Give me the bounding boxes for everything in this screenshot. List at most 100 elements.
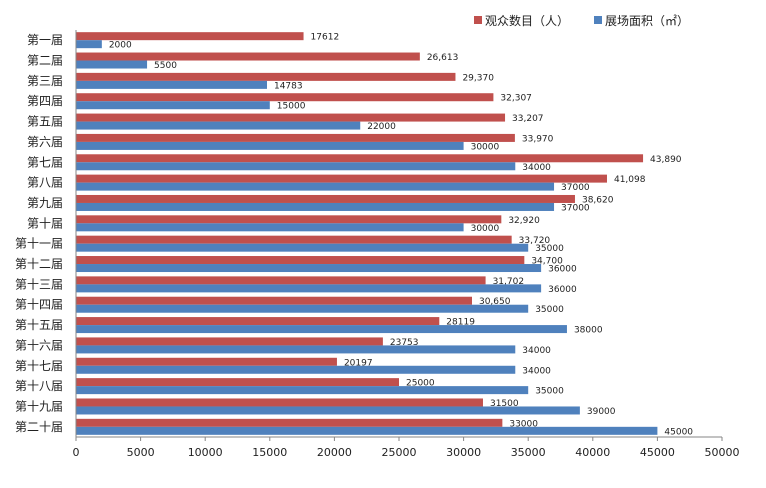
area-bar [76, 304, 529, 313]
area-bar [76, 40, 102, 49]
area-bar [76, 101, 270, 110]
category-label: 第十六届 [15, 338, 63, 352]
area-data-label: 5500 [154, 61, 177, 71]
category-label: 第六届 [27, 135, 63, 149]
visitors-bar [76, 357, 337, 366]
x-tick-label: 10000 [188, 446, 223, 459]
legend-swatch [474, 16, 482, 24]
visitors-data-label: 43,890 [650, 155, 682, 165]
visitors-bar [76, 418, 503, 427]
visitors-data-label: 32,307 [500, 94, 532, 104]
visitors-data-label: 26,613 [427, 53, 459, 63]
area-data-label: 14783 [274, 81, 303, 91]
visitors-bar [76, 174, 607, 183]
visitors-data-label: 23753 [390, 338, 419, 348]
x-tick-label: 45000 [640, 446, 675, 459]
category-label: 第十二届 [15, 257, 63, 271]
category-label: 第十八届 [15, 379, 63, 393]
visitors-bar [76, 337, 383, 346]
area-bar [76, 264, 542, 273]
area-data-label: 35000 [535, 305, 564, 315]
category-label: 第十四届 [15, 298, 63, 312]
x-tick-label: 50000 [705, 446, 740, 459]
visitors-bar [76, 215, 502, 224]
area-data-label: 34000 [522, 163, 551, 173]
visitors-bar [76, 52, 420, 61]
visitors-bar [76, 113, 506, 122]
category-label: 第八届 [27, 176, 63, 190]
category-label: 第九届 [27, 196, 63, 210]
visitors-data-label: 32,920 [508, 216, 540, 226]
area-data-label: 2000 [109, 41, 132, 51]
legend-visitors: 观众数目（人） [474, 13, 569, 28]
visitors-data-label: 33,207 [512, 114, 544, 124]
area-data-label: 34000 [522, 366, 551, 376]
area-data-label: 37000 [561, 203, 590, 213]
area-bar [76, 325, 567, 334]
visitors-bar [76, 317, 440, 326]
x-tick-label: 30000 [446, 446, 481, 459]
area-bar [76, 386, 529, 395]
category-label: 第五届 [27, 115, 63, 129]
visitors-data-label: 34,700 [531, 257, 563, 267]
area-bar [76, 162, 516, 171]
category-label: 第七届 [27, 155, 63, 169]
x-axis: 0 5000 10000 15000 20000 25000 30000 35000 40000… [73, 30, 740, 459]
x-tick-label: 5000 [127, 446, 155, 459]
area-data-label: 38000 [574, 326, 603, 336]
category-label: 第十九届 [15, 399, 63, 413]
area-data-label: 35000 [535, 244, 564, 254]
visitors-data-label: 29,370 [462, 73, 494, 83]
visitors-bar [76, 398, 483, 407]
visitors-bar [76, 256, 525, 265]
legend-label: 展场面积（㎡） [605, 14, 689, 28]
area-bar [76, 121, 361, 130]
visitors-data-label: 41,098 [614, 175, 646, 185]
visitors-data-label: 31500 [490, 399, 519, 409]
area-data-label: 36000 [548, 265, 577, 275]
category-label: 第十七届 [15, 359, 63, 373]
x-tick-label: 40000 [575, 446, 610, 459]
visitors-data-label: 31,702 [493, 277, 525, 287]
category-label: 第十届 [27, 216, 63, 230]
visitors-data-label: 30,650 [479, 297, 511, 307]
area-data-label: 30000 [471, 142, 500, 152]
legend-area: 展场面积（㎡） [594, 14, 689, 28]
area-bar [76, 243, 529, 252]
category-label: 第一届 [27, 33, 63, 47]
area-data-label: 45000 [664, 427, 693, 437]
visitors-data-label: 28119 [446, 318, 475, 328]
area-bar [76, 406, 580, 415]
x-tick-label: 0 [73, 446, 80, 459]
visitors-bar [76, 133, 515, 142]
x-tick-label: 20000 [317, 446, 352, 459]
area-bar [76, 182, 555, 191]
x-tick-label: 15000 [252, 446, 287, 459]
category-label: 第十一届 [15, 237, 63, 251]
visitors-bar [76, 72, 456, 81]
area-bar [76, 426, 658, 435]
visitors-bar [76, 154, 644, 163]
category-label: 第四届 [27, 94, 63, 108]
area-data-label: 15000 [277, 102, 306, 112]
area-data-label: 37000 [561, 183, 590, 193]
x-tick-label: 25000 [382, 446, 417, 459]
legend-label: 观众数目（人） [485, 13, 569, 28]
visitors-data-label: 33000 [509, 419, 538, 429]
visitors-bar [76, 93, 494, 102]
area-bar [76, 141, 464, 150]
area-data-label: 30000 [471, 224, 500, 234]
x-tick-label: 35000 [511, 446, 546, 459]
visitors-bar [76, 235, 512, 244]
category-label: 第十五届 [15, 318, 63, 332]
area-bar [76, 284, 542, 293]
category-label: 第二届 [27, 54, 63, 68]
category-label: 第三届 [27, 74, 63, 88]
visitors-data-label: 17612 [311, 33, 340, 43]
area-bar [76, 202, 555, 211]
area-bar [76, 60, 148, 69]
visitors-bar [76, 296, 472, 305]
area-bar [76, 345, 516, 354]
area-bar [76, 365, 516, 374]
visitors-data-label: 25000 [406, 379, 435, 389]
